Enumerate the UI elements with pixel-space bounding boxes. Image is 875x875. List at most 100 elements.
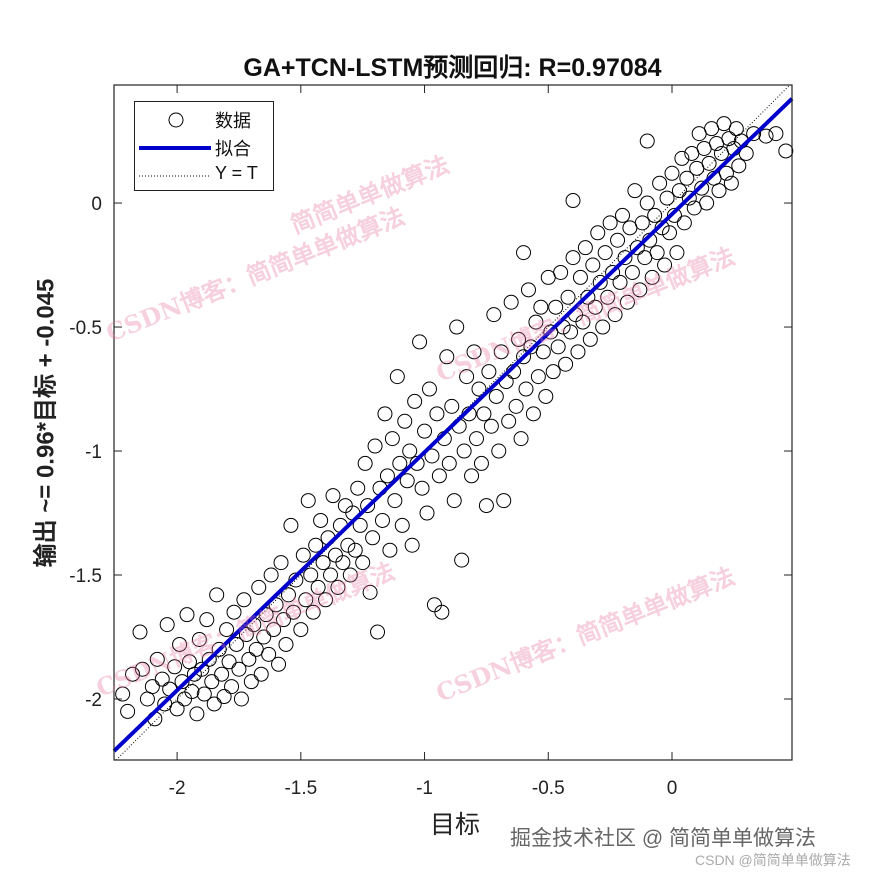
data-point — [444, 398, 460, 414]
data-point — [456, 443, 472, 459]
data-point — [327, 547, 343, 563]
data-point — [441, 455, 457, 471]
data-point — [607, 307, 623, 323]
data-point — [508, 398, 524, 414]
legend-item-identity: Y = T — [135, 160, 273, 188]
data-point — [434, 604, 450, 620]
data-point — [412, 334, 428, 350]
data-point — [421, 381, 437, 397]
data-point — [671, 183, 687, 199]
data-point — [377, 406, 393, 422]
data-point — [669, 245, 685, 261]
legend-label: 拟合 — [215, 139, 251, 159]
data-point — [231, 661, 247, 677]
data-point — [256, 629, 272, 645]
data-point — [154, 671, 170, 687]
data-point — [746, 126, 762, 142]
data-point — [214, 666, 230, 682]
data-point — [417, 423, 433, 439]
data-point — [639, 133, 655, 149]
data-point — [394, 517, 410, 533]
data-point — [389, 369, 405, 385]
data-point — [134, 661, 150, 677]
data-point — [570, 344, 586, 360]
data-point — [572, 269, 588, 285]
data-point — [132, 624, 148, 640]
data-point — [238, 627, 254, 643]
data-point — [261, 646, 277, 662]
data-point — [612, 274, 628, 290]
data-point — [516, 245, 532, 261]
data-point — [550, 339, 566, 355]
data-point — [595, 319, 611, 335]
chart-title: GA+TCN-LSTM预测回归: R=0.97084 — [243, 54, 662, 82]
credit-csdn: CSDN @简简单单做算法 — [695, 852, 851, 868]
data-point — [580, 289, 596, 305]
data-point — [283, 517, 299, 533]
data-point — [352, 517, 368, 533]
credit-juejin: 掘金技术社区 @ 简简单单做算法 — [510, 827, 816, 850]
data-point — [664, 165, 680, 181]
data-point — [699, 195, 715, 211]
data-point — [520, 282, 536, 298]
data-point — [429, 406, 445, 422]
data-point — [545, 364, 561, 380]
data-point — [285, 604, 301, 620]
data-point — [189, 706, 205, 722]
data-point — [701, 155, 717, 171]
data-point — [503, 294, 519, 310]
data-point — [125, 666, 141, 682]
data-point — [350, 480, 366, 496]
data-point — [496, 493, 512, 509]
data-point — [491, 443, 507, 459]
data-point — [206, 696, 222, 712]
data-point — [662, 225, 678, 241]
data-point — [337, 498, 353, 514]
legend-label: Y = T — [215, 163, 258, 183]
x-axis: -2 -1.5 -1 -0.5 0 — [169, 85, 678, 799]
data-point — [278, 636, 294, 652]
x-tick-label: -0.5 — [532, 778, 565, 799]
data-point — [560, 289, 576, 305]
data-point — [120, 703, 136, 719]
data-point — [384, 431, 400, 447]
data-point — [481, 364, 497, 380]
data-point — [449, 319, 465, 335]
data-point — [723, 175, 739, 191]
data-point — [627, 183, 643, 199]
x-tick-label: 0 — [667, 778, 678, 799]
data-point — [476, 406, 492, 422]
data-point — [233, 691, 249, 707]
data-point — [340, 537, 356, 553]
data-point — [407, 393, 423, 409]
data-point — [518, 381, 534, 397]
data-point — [629, 240, 645, 256]
data-point — [184, 684, 200, 700]
data-point — [610, 232, 626, 248]
data-point — [224, 679, 240, 695]
data-point — [459, 369, 475, 385]
data-point — [179, 607, 195, 623]
data-point — [426, 597, 442, 613]
data-point — [597, 245, 613, 261]
data-point — [276, 612, 291, 628]
data-point — [768, 126, 784, 142]
data-point — [446, 493, 462, 509]
data-point — [778, 143, 794, 159]
data-point — [758, 128, 774, 144]
data-point — [365, 530, 381, 546]
data-point — [488, 388, 504, 404]
legend-item-data: 数据 — [135, 104, 273, 132]
data-point — [305, 604, 321, 620]
data-point — [191, 631, 207, 647]
data-point — [674, 150, 690, 166]
data-point — [538, 388, 554, 404]
data-point — [649, 245, 665, 261]
data-point — [535, 344, 551, 360]
data-point — [419, 505, 435, 521]
data-point — [615, 207, 630, 223]
data-point — [360, 498, 376, 514]
data-point — [530, 369, 546, 385]
data-point — [392, 455, 408, 471]
